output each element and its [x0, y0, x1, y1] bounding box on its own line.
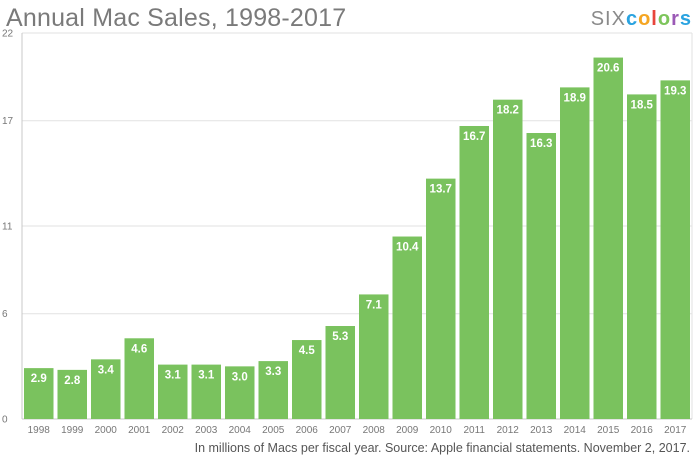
- brand-letter: o: [638, 8, 652, 30]
- data-label: 18.9: [564, 92, 586, 104]
- brand-letter: o: [657, 8, 672, 30]
- bar: [124, 338, 154, 419]
- x-tick-label: 2004: [229, 425, 252, 436]
- bar: [593, 57, 623, 420]
- x-tick-label: 2009: [396, 425, 419, 436]
- y-tick-label: 6: [2, 309, 8, 320]
- bar: [158, 364, 188, 419]
- bar: [560, 87, 590, 420]
- data-label: 2.9: [31, 373, 47, 385]
- brand-letter: s: [679, 8, 692, 30]
- chart-title: Annual Mac Sales, 1998-2017: [6, 4, 347, 32]
- y-tick-label: 17: [2, 116, 14, 127]
- data-label: 3.1: [198, 370, 215, 382]
- bar: [292, 340, 322, 419]
- data-label: 10.4: [396, 242, 419, 254]
- x-tick-label: 1998: [28, 425, 51, 436]
- data-label: 3.0: [232, 371, 248, 383]
- bar: [57, 369, 87, 419]
- x-tick-label: 2013: [530, 425, 553, 436]
- bar: [359, 294, 389, 419]
- bar: [526, 133, 556, 419]
- bar: [627, 94, 657, 419]
- brand-letter: l: [651, 8, 658, 30]
- x-tick-label: 2006: [296, 425, 319, 436]
- bar: [459, 125, 489, 419]
- brand-letter: r: [671, 8, 680, 30]
- data-label: 4.6: [131, 343, 147, 355]
- bar: [258, 361, 288, 419]
- data-label: 18.5: [631, 99, 654, 111]
- data-label: 5.3: [332, 331, 348, 343]
- x-tick-label: 2002: [162, 425, 185, 436]
- chart-caption: In millions of Macs per fiscal year. Sou…: [194, 441, 690, 455]
- data-label: 3.4: [98, 364, 115, 376]
- brand-logo: SIXcolors: [591, 8, 692, 31]
- x-tick-label: 2000: [95, 425, 118, 436]
- data-label: 13.7: [430, 184, 452, 196]
- x-tick-label: 1999: [61, 425, 84, 436]
- x-tick-label: 2011: [463, 425, 485, 436]
- brand-six: SIX: [590, 8, 626, 30]
- brand-letter: c: [625, 8, 639, 30]
- data-label: 20.6: [597, 63, 619, 75]
- x-tick-label: 2015: [597, 425, 620, 436]
- x-tick-label: 2005: [262, 425, 285, 436]
- bar: [225, 366, 255, 419]
- x-tick-label: 2008: [363, 425, 386, 436]
- x-tick-label: 2016: [631, 425, 654, 436]
- x-tick-label: 2003: [195, 425, 218, 436]
- x-tick-label: 2012: [497, 425, 520, 436]
- x-tick-label: 2014: [564, 425, 587, 436]
- x-tick-label: 2017: [664, 425, 687, 436]
- data-label: 16.7: [463, 131, 485, 143]
- y-tick-label: 0: [2, 415, 8, 426]
- x-tick-label: 2001: [128, 425, 151, 436]
- bar: [91, 359, 121, 419]
- data-label: 2.8: [64, 375, 81, 387]
- bar: [660, 80, 690, 419]
- x-tick-label: 2010: [430, 425, 453, 436]
- data-label: 7.1: [366, 299, 383, 311]
- data-label: 18.2: [497, 105, 519, 117]
- bar: [493, 99, 523, 419]
- data-label: 3.3: [265, 366, 281, 378]
- data-label: 4.5: [299, 345, 316, 357]
- data-label: 19.3: [664, 85, 686, 97]
- bar: [325, 326, 355, 419]
- bar: [426, 178, 456, 419]
- y-tick-label: 11: [2, 222, 13, 233]
- bar: [24, 368, 54, 419]
- data-label: 16.3: [530, 138, 552, 150]
- bar: [191, 364, 221, 419]
- x-tick-label: 2007: [329, 425, 352, 436]
- data-label: 3.1: [165, 370, 182, 382]
- bar: [392, 236, 422, 419]
- y-tick-label: 22: [2, 29, 14, 40]
